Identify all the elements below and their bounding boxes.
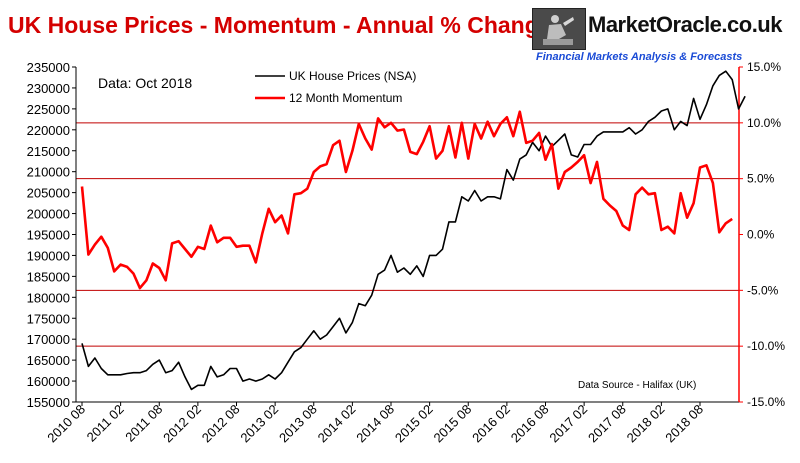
y-right-tick-label: -10.0% xyxy=(747,339,785,353)
x-tick-label: 2014 08 xyxy=(353,402,397,446)
y-left-tick-label: 215000 xyxy=(27,144,70,159)
x-tick-label: 2011 08 xyxy=(122,402,165,445)
x-tick-label: 2016 08 xyxy=(508,402,552,446)
y-right-tick-label: 0.0% xyxy=(747,228,775,242)
y-right-tick-label: 10.0% xyxy=(747,116,781,130)
x-tick-label: 2012 02 xyxy=(160,402,204,446)
y-left-tick-label: 235000 xyxy=(27,60,70,75)
y-left-tick-label: 220000 xyxy=(27,123,70,138)
data-date-annotation: Data: Oct 2018 xyxy=(98,75,192,91)
series-line-momentum xyxy=(80,110,733,290)
chart-title: UK House Prices - Momentum - Annual % Ch… xyxy=(8,12,552,38)
x-tick-label: 2018 08 xyxy=(662,402,706,446)
series-line-house-prices xyxy=(81,70,746,391)
legend: UK House Prices (NSA) 12 Month Momentum xyxy=(255,69,416,105)
x-tick-label: 2015 08 xyxy=(431,402,475,446)
logo-subtitle: Financial Markets Analysis & Forecasts xyxy=(536,51,743,63)
x-tick-label: 2017 08 xyxy=(585,402,629,446)
x-tick-label: 2013 08 xyxy=(276,402,320,446)
y-left-tick-label: 165000 xyxy=(27,353,70,368)
x-tick-label: 2018 02 xyxy=(624,402,668,446)
y-left-tick-label: 190000 xyxy=(27,248,70,263)
reference-lines xyxy=(76,122,739,347)
y-left-tick-label: 230000 xyxy=(27,81,70,96)
axes xyxy=(75,67,740,403)
y-left-tick-label: 205000 xyxy=(27,186,70,201)
y-left-tick-label: 195000 xyxy=(27,228,70,243)
y-left-tick-label: 180000 xyxy=(27,290,70,305)
y-left-tick-label: 160000 xyxy=(27,374,70,389)
x-tick-label: 2017 02 xyxy=(546,402,590,446)
y-left-tick-label: 225000 xyxy=(27,102,70,117)
y-axis-right-ticks: 15.0% 10.0% 5.0% 0.0% -5.0% -10.0% -15.0% xyxy=(739,60,785,409)
logo-text: MarketOracle.co.uk xyxy=(588,12,782,37)
y-axis-left-ticks: 235000 230000 225000 220000 215000 210000 2050… xyxy=(27,60,76,410)
x-tick-label: 2013 02 xyxy=(237,402,281,446)
x-tick-label: 2012 08 xyxy=(199,402,243,446)
site-logo[interactable]: MarketOracle.co.uk Financial Markets Ana… xyxy=(532,6,794,66)
y-right-tick-label: 15.0% xyxy=(747,60,781,74)
data-source-note: Data Source - Halifax (UK) xyxy=(578,380,696,391)
x-tick-label: 2011 02 xyxy=(84,402,127,445)
x-tick-label: 2015 02 xyxy=(392,402,436,446)
y-left-tick-label: 155000 xyxy=(27,395,70,410)
y-left-tick-label: 185000 xyxy=(27,269,70,284)
y-right-tick-label: -5.0% xyxy=(747,283,779,297)
y-left-tick-label: 210000 xyxy=(27,165,70,180)
legend-label-momentum: 12 Month Momentum xyxy=(289,91,402,105)
y-left-tick-label: 170000 xyxy=(27,332,70,347)
x-tick-label: 2016 02 xyxy=(469,402,513,446)
y-left-tick-label: 200000 xyxy=(27,207,70,222)
y-right-tick-label: -15.0% xyxy=(747,395,785,409)
statue-icon xyxy=(532,8,586,50)
x-tick-label: 2014 02 xyxy=(315,402,359,446)
legend-label-price: UK House Prices (NSA) xyxy=(289,69,416,83)
y-right-tick-label: 5.0% xyxy=(747,172,775,186)
y-left-tick-label: 175000 xyxy=(27,311,70,326)
series-layer xyxy=(80,70,746,391)
